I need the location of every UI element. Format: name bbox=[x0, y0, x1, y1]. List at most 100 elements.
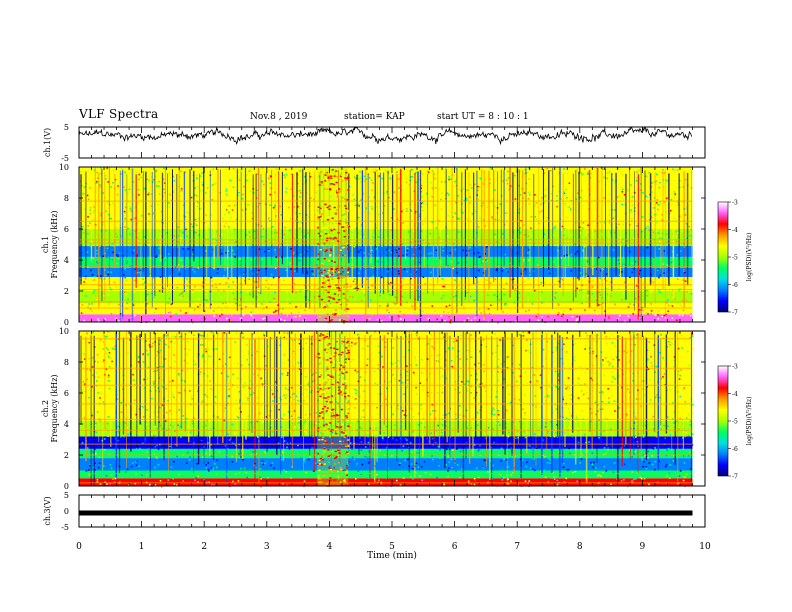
ch2-spectrogram-speckle bbox=[568, 355, 570, 357]
ch2-spectrogram-speckle bbox=[500, 363, 502, 365]
ch2-spectrogram-speckle bbox=[214, 402, 216, 404]
ch1-spectrogram-burst-speck bbox=[327, 177, 330, 179]
ch1-spectrogram-speckle bbox=[494, 278, 497, 281]
ch2-spectrogram-speckle bbox=[380, 482, 383, 485]
ch2-spectrogram-speckle bbox=[318, 416, 321, 419]
ch2-spectrogram-speckle bbox=[134, 338, 136, 341]
ch2-spectrogram-speckle bbox=[544, 385, 546, 387]
ch1-spectrogram-speckle bbox=[250, 311, 253, 313]
ch1-spectrogram-burst-speck bbox=[317, 311, 320, 313]
ch1-spectrogram-speckle bbox=[683, 189, 685, 191]
ch2-spectrogram-speckle bbox=[154, 424, 157, 426]
ch1-spectrogram-speckle bbox=[478, 238, 480, 240]
ch2-spectrogram-speckle bbox=[327, 344, 329, 347]
ch1-spectrogram-burst-speck bbox=[347, 225, 351, 228]
ch1-spectrogram-speckle bbox=[262, 228, 265, 230]
ch1-spectrogram-speckle bbox=[583, 309, 586, 311]
ch1-spectrogram-speckle bbox=[670, 223, 672, 226]
ch1-spectrogram-speckle bbox=[223, 213, 226, 215]
ch2-spectrogram-speckle bbox=[381, 342, 384, 345]
ch1-spectrogram-burst-speck bbox=[322, 277, 325, 279]
ch1-spectrogram-speckle bbox=[658, 248, 660, 250]
ch1-spectrogram-speckle bbox=[225, 222, 227, 225]
ch1-spectrogram-speckle bbox=[659, 291, 662, 293]
ch1-spectrogram-speckle bbox=[219, 315, 221, 317]
ch1-spectrogram-speckle bbox=[357, 251, 360, 253]
ch1-spectrogram-speckle bbox=[436, 303, 438, 305]
ch2-spectrogram-speckle bbox=[306, 395, 309, 398]
ch1-spectrogram-speckle bbox=[353, 245, 356, 248]
ch2-spectrogram-speckle bbox=[82, 381, 85, 383]
ch2-spectrogram-speckle bbox=[257, 397, 259, 399]
ch2-spectrogram-speckle bbox=[453, 477, 455, 479]
ch2-spectrogram-speckle bbox=[512, 374, 515, 377]
ch2-spectrogram-speckle bbox=[420, 466, 423, 468]
ch2-spectrogram-speckle bbox=[651, 455, 653, 457]
ch1-spectrogram-speckle bbox=[614, 231, 616, 234]
ch2-spectrogram-speckle bbox=[126, 391, 129, 394]
ch1-spectrogram-speckle bbox=[110, 313, 113, 315]
ch2-spectrogram-speckle bbox=[646, 349, 649, 351]
ch1-spectrogram-speckle bbox=[505, 179, 508, 181]
ch1-spectrogram-burst-speck bbox=[319, 215, 322, 217]
ch1-spectrogram-speckle bbox=[248, 170, 251, 172]
ch1-spectrogram-speckle bbox=[504, 302, 506, 305]
ch2-spectrogram-speckle bbox=[169, 366, 172, 369]
ch2-spectrogram-speckle bbox=[642, 468, 645, 470]
ch1-spectrogram-speckle bbox=[99, 173, 102, 176]
ch2-spectrogram-speckle bbox=[290, 473, 292, 476]
ch2-spectrogram-speckle bbox=[522, 331, 525, 334]
ch1-spectrogram-speckle bbox=[236, 277, 238, 279]
ch1-spectrogram-burst-speck bbox=[347, 267, 350, 269]
ch2-spectrogram-speckle bbox=[271, 462, 274, 464]
ch1-spectrogram-speckle bbox=[297, 221, 299, 223]
ch2-spectrogram-band bbox=[79, 458, 693, 471]
ch2-spectrogram-speckle bbox=[614, 410, 616, 412]
ch1-spectrogram-speckle bbox=[389, 183, 391, 186]
ch2-spectrogram-speckle bbox=[341, 342, 343, 345]
ch1-spectrogram-speckle bbox=[211, 184, 214, 186]
ch1-spectrogram-speckle bbox=[321, 208, 324, 210]
ch2-spectrogram-speckle bbox=[612, 471, 615, 474]
ch1-spectrogram-speckle bbox=[297, 311, 300, 314]
ch2-spectrogram-speckle bbox=[107, 355, 110, 358]
ch1-spectrogram-speckle bbox=[86, 194, 89, 197]
ch2-spectrogram-speckle bbox=[361, 463, 364, 466]
ch1-spectrogram-speckle bbox=[551, 318, 553, 320]
ch2-spectrogram-speckle bbox=[196, 355, 198, 358]
ch1-spectrogram-speckle bbox=[88, 303, 90, 305]
ch2-spectrogram-speckle bbox=[327, 348, 330, 351]
ch1-spectrogram-speckle bbox=[275, 168, 277, 170]
ch1-spectrogram-speckle bbox=[140, 214, 143, 217]
ch2-spectrogram-speckle bbox=[126, 356, 129, 358]
ch1-spectrogram-burst-speck bbox=[334, 313, 337, 315]
ch1-spectrogram-speckle bbox=[130, 218, 133, 221]
ch2-spectrogram-speckle bbox=[613, 462, 616, 464]
ch1-spectrogram-speckle bbox=[233, 204, 236, 207]
ch2-spectrogram-speckle bbox=[562, 396, 565, 399]
ch1-spectrogram-burst-speck bbox=[332, 238, 335, 240]
ch1-spectrogram-speckle bbox=[132, 304, 135, 306]
ch1-spectrogram-speckle bbox=[670, 219, 673, 222]
ch2-spectrogram-speckle bbox=[358, 397, 361, 399]
ch1-spectrogram-burst-speck bbox=[327, 176, 330, 178]
ch1-spectrogram-speckle bbox=[566, 254, 568, 256]
ch2-spectrogram-speckle bbox=[544, 426, 547, 428]
ch2-spectrogram-speckle bbox=[351, 448, 353, 450]
ch1-spectrogram-speckle bbox=[631, 217, 633, 220]
ch1-spectrogram-speckle bbox=[512, 303, 514, 305]
ch1-spectrogram-speckle bbox=[278, 246, 280, 248]
ch2-spectrogram-speckle bbox=[113, 455, 115, 457]
ch1-spectrogram-speckle bbox=[439, 257, 441, 259]
ch2-spectrogram-speckle bbox=[417, 424, 420, 426]
ch2-spectrogram-speckle bbox=[546, 432, 549, 435]
ch1-spectrogram-speckle bbox=[227, 250, 230, 252]
ch1-spectrogram-speckle bbox=[467, 317, 469, 319]
ch1-spectrogram-speckle bbox=[599, 294, 602, 296]
ch1-spectrogram-speckle bbox=[663, 256, 665, 259]
ch2-spectrogram-speckle bbox=[347, 412, 349, 415]
ch2-spectrogram-speckle bbox=[677, 370, 680, 373]
ch1-spectrogram-speckle bbox=[190, 196, 193, 199]
ch1-spectrogram-speckle bbox=[215, 313, 218, 316]
ch1-spectrogram-speckle bbox=[561, 289, 563, 292]
